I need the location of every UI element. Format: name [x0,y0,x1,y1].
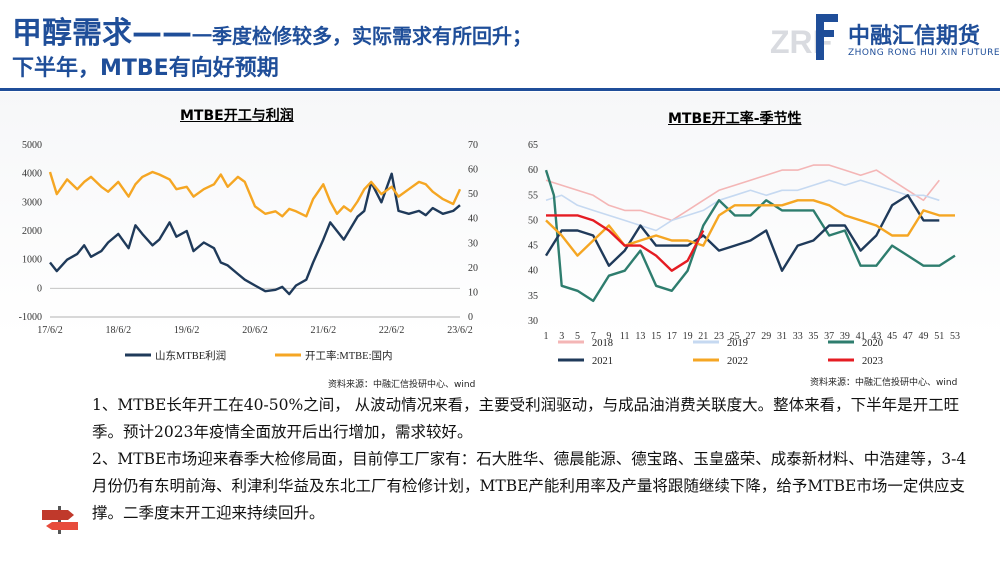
x-tick-label: 17 [667,331,677,342]
body-text: 1、MTBE长年开工在40-50%之间， 从波动情况来看，主要受利润驱动，与成品… [92,392,972,527]
x-tick-label: 41 [856,331,866,342]
legend-label: 2018 [592,338,613,349]
y-tick-label: 45 [528,241,538,252]
x-tick-label: 17/6/2 [37,325,63,336]
x-tick-label: 20/6/2 [242,325,268,336]
right-chart-title: MTBE开工率-季节性 [668,111,802,127]
x-tick-label: 18/6/2 [106,325,132,336]
legend-label: 2023 [862,356,883,367]
x-tick-label: 43 [871,331,881,342]
paragraph-2: 2、MTBE市场迎来春季大检修局面，目前停工厂家有：石大胜华、德晨能源、德宝路、… [92,450,967,522]
y-left-tick-label: 5000 [22,140,42,151]
y-tick-label: 40 [528,266,538,277]
title-main: 甲醇需求—— [12,16,192,51]
series-line [49,172,461,296]
page-title: 甲醇需求——一季度检修较多，实际需求有所回升； [12,8,532,52]
y-tick-label: 60 [528,165,538,176]
x-tick-label: 3 [559,331,564,342]
x-tick-label: 27 [746,331,756,342]
series-line [48,170,462,218]
y-right-tick-label: 30 [468,238,478,249]
x-tick-label: 45 [887,331,897,342]
y-right-tick-label: 70 [468,140,478,151]
x-tick-label: 33 [793,331,803,342]
left-chart: -1000 0 1000 2000 3000 4000 5000 0 10 20 30 40 50 60 7… [19,140,478,362]
y-tick-label: 30 [528,316,538,327]
series-line [544,169,956,303]
series-line [545,164,940,222]
y-left-tick-label: 2000 [22,226,42,237]
y-right-tick-label: 40 [468,214,478,225]
x-tick-label: 1 [544,331,549,342]
x-tick-label: 49 [919,331,929,342]
signpost-icon [42,506,78,534]
legend-label: 2019 [727,338,748,349]
x-tick-label: 31 [777,331,787,342]
x-tick-label: 47 [903,331,913,342]
legend-label: 2020 [862,338,883,349]
y-tick-label: 65 [528,140,538,151]
y-tick-label: 50 [528,215,538,226]
x-tick-label: 37 [824,331,834,342]
right-chart-source: 资料来源：中融汇信投研中心、wind [810,378,958,388]
legend-label: 2021 [592,356,613,367]
x-tick-label: 5 [575,331,580,342]
y-tick-label: 55 [528,190,538,201]
left-chart-title: MTBE开工与利润 [180,108,294,124]
header-divider [0,88,1000,91]
title-sub: 一季度检修较多，实际需求有所回升； [192,24,532,48]
y-tick-label: 35 [528,291,538,302]
x-tick-label: 7 [591,331,596,342]
paragraph-1: 1、MTBE长年开工在40-50%之间， 从波动情况来看，主要受利润驱动，与成品… [92,396,960,441]
series-line [545,179,940,232]
series-line [545,199,955,257]
x-tick-label: 53 [950,331,960,342]
x-tick-label: 23 [714,331,724,342]
x-tick-label: 19 [683,331,693,342]
x-tick-label: 51 [934,331,944,342]
y-right-tick-label: 60 [468,165,478,176]
y-right-tick-label: 0 [468,312,473,323]
series-line [546,214,705,272]
y-left-tick-label: 3000 [22,197,42,208]
x-tick-label: 23/6/2 [447,325,473,336]
y-left-tick-label: 0 [37,283,42,294]
x-tick-label: 29 [761,331,771,342]
series-line [544,194,940,272]
x-tick-label: 35 [808,331,818,342]
legend-label: 开工率:MTBE:国内 [305,349,393,362]
x-tick-label: 22/6/2 [379,325,405,336]
x-tick-label: 21 [698,331,708,342]
x-tick-label: 21/6/2 [311,325,337,336]
header: 甲醇需求——一季度检修较多，实际需求有所回升； 下半年，MTBE有向好预期 ZR… [0,0,1000,92]
x-tick-label: 11 [620,331,630,342]
legend-label: 2022 [727,356,748,367]
left-chart-source: 资料来源：中融汇信投研中心、wind [328,380,476,390]
x-tick-label: 25 [730,331,740,342]
x-tick-label: 13 [635,331,645,342]
logo-en-text: ZHONG RONG HUI XIN FUTURES [848,48,1000,58]
y-right-tick-label: 10 [468,287,478,298]
logo: ZRF 中融汇信期货 ZHONG RONG HUI XIN FUTURES [770,10,1000,68]
page-title-line2: 下半年，MTBE有向好预期 [12,56,279,81]
y-right-tick-label: 50 [468,189,478,200]
logo-cn-text: 中融汇信期货 [848,24,981,49]
x-tick-label: 19/6/2 [174,325,200,336]
legend-label: 山东MTBE利润 [155,349,226,362]
y-left-tick-label: 4000 [22,169,42,180]
x-tick-label: 15 [651,331,661,342]
y-right-tick-label: 20 [468,263,478,274]
x-tick-label: 39 [840,331,850,342]
x-tick-label: 9 [606,331,611,342]
y-left-tick-label: -1000 [19,312,42,323]
logo-f-icon [816,14,838,60]
y-left-tick-label: 1000 [22,255,42,266]
